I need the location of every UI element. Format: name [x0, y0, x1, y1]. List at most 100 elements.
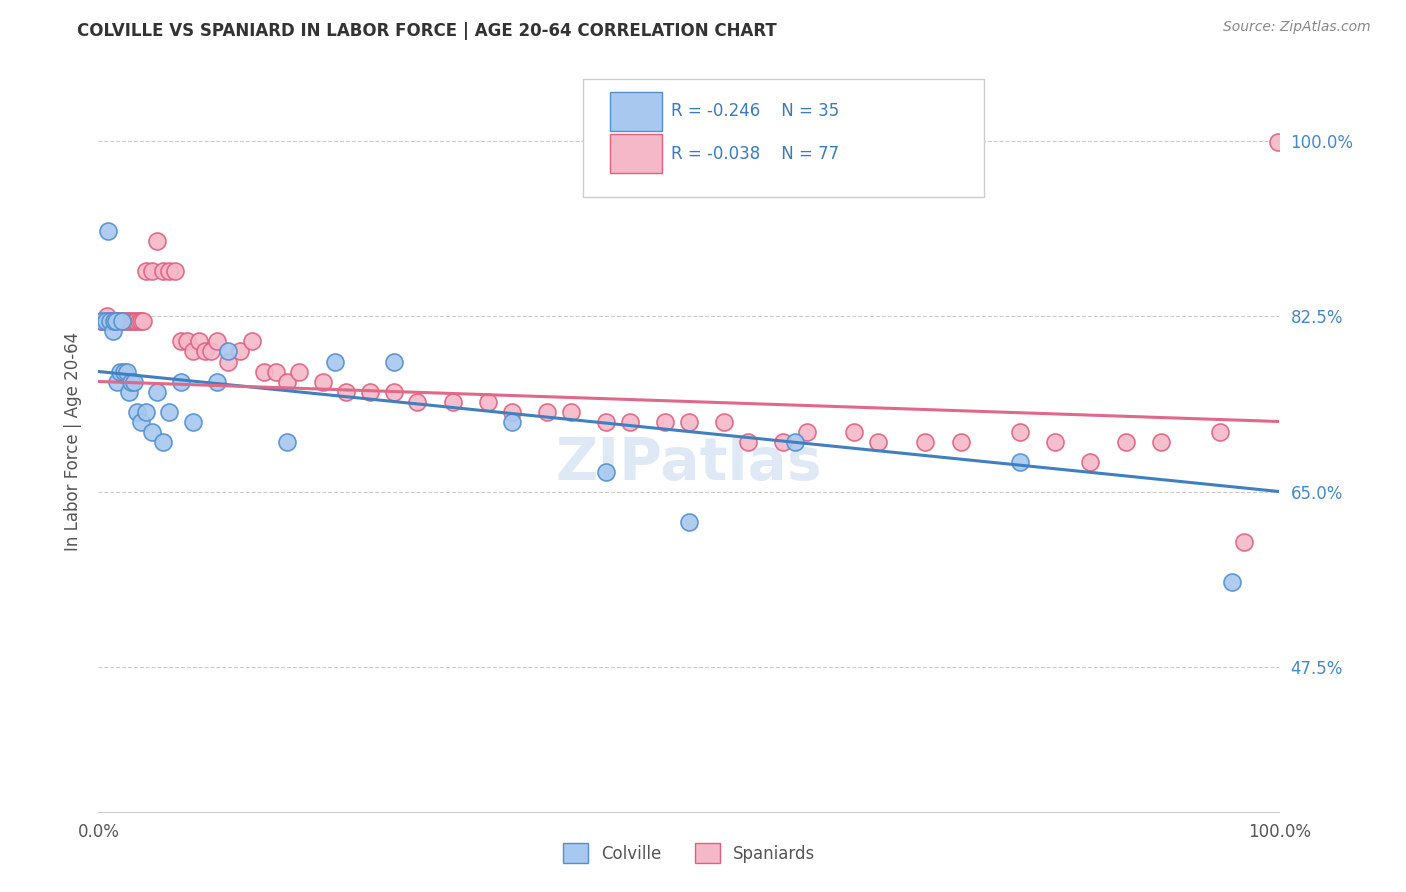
- Point: [170, 334, 193, 349]
- Point: [111, 314, 134, 328]
- Point: [132, 314, 155, 328]
- Point: [678, 415, 700, 429]
- Point: [129, 314, 152, 328]
- Point: [1080, 454, 1102, 468]
- Point: [359, 384, 381, 399]
- Point: [501, 415, 523, 429]
- Point: [194, 344, 217, 359]
- Point: [560, 404, 582, 418]
- Point: [112, 364, 135, 378]
- Point: [94, 314, 117, 328]
- Text: ZIPatlas: ZIPatlas: [555, 435, 823, 492]
- Point: [1267, 136, 1289, 150]
- Text: COLVILLE VS SPANIARD IN LABOR FORCE | AGE 20-64 CORRELATION CHART: COLVILLE VS SPANIARD IN LABOR FORCE | AG…: [77, 22, 778, 40]
- Point: [129, 415, 152, 429]
- Point: [122, 375, 145, 389]
- Point: [181, 344, 204, 359]
- Point: [217, 354, 239, 368]
- Point: [104, 314, 127, 328]
- Point: [866, 434, 889, 449]
- Point: [105, 314, 128, 328]
- Point: [122, 314, 145, 328]
- Point: [382, 354, 405, 368]
- Point: [91, 314, 114, 328]
- Point: [97, 224, 120, 238]
- Point: [146, 235, 169, 249]
- Point: [152, 264, 174, 278]
- Point: [91, 314, 114, 328]
- Point: [949, 434, 972, 449]
- Point: [737, 434, 759, 449]
- Point: [844, 425, 866, 439]
- Point: [181, 415, 204, 429]
- Point: [146, 384, 169, 399]
- Point: [105, 314, 128, 328]
- Text: R = -0.038    N = 77: R = -0.038 N = 77: [671, 145, 839, 162]
- Point: [253, 364, 276, 378]
- Point: [335, 384, 357, 399]
- Legend: Colville, Spaniards: Colville, Spaniards: [555, 837, 823, 870]
- Point: [1008, 454, 1031, 468]
- Point: [96, 310, 118, 324]
- Point: [1043, 434, 1066, 449]
- Point: [121, 375, 143, 389]
- FancyBboxPatch shape: [610, 92, 662, 130]
- Point: [288, 364, 311, 378]
- Point: [141, 425, 163, 439]
- Point: [406, 394, 429, 409]
- Point: [323, 354, 346, 368]
- Point: [205, 375, 228, 389]
- Point: [118, 384, 141, 399]
- Text: R = -0.246    N = 35: R = -0.246 N = 35: [671, 102, 839, 120]
- Point: [118, 314, 141, 328]
- Point: [97, 314, 120, 328]
- Point: [205, 334, 228, 349]
- Point: [157, 404, 180, 418]
- Point: [1008, 425, 1031, 439]
- Point: [1220, 574, 1243, 589]
- Point: [165, 264, 187, 278]
- Point: [90, 314, 112, 328]
- Point: [108, 314, 131, 328]
- Point: [101, 325, 124, 339]
- Point: [112, 314, 135, 328]
- Point: [1233, 534, 1256, 549]
- Point: [108, 364, 131, 378]
- Point: [796, 425, 818, 439]
- Point: [111, 314, 134, 328]
- Point: [115, 314, 138, 328]
- Point: [141, 264, 163, 278]
- Point: [152, 434, 174, 449]
- Point: [595, 465, 617, 479]
- Point: [98, 314, 121, 328]
- Point: [595, 415, 617, 429]
- Point: [135, 404, 157, 418]
- Point: [100, 314, 122, 328]
- Point: [654, 415, 676, 429]
- Y-axis label: In Labor Force | Age 20-64: In Labor Force | Age 20-64: [65, 332, 83, 551]
- Point: [276, 375, 298, 389]
- FancyBboxPatch shape: [610, 135, 662, 173]
- Point: [785, 434, 807, 449]
- Point: [176, 334, 198, 349]
- Point: [276, 434, 298, 449]
- Point: [229, 344, 252, 359]
- Point: [382, 384, 405, 399]
- Point: [128, 314, 150, 328]
- Point: [110, 314, 132, 328]
- Point: [713, 415, 735, 429]
- Point: [1115, 434, 1137, 449]
- Point: [115, 364, 138, 378]
- Point: [536, 404, 558, 418]
- Point: [170, 375, 193, 389]
- Point: [619, 415, 641, 429]
- Point: [678, 515, 700, 529]
- Point: [477, 394, 499, 409]
- Point: [312, 375, 335, 389]
- Point: [103, 314, 125, 328]
- Point: [105, 375, 128, 389]
- Point: [772, 434, 794, 449]
- Point: [1150, 434, 1173, 449]
- Point: [914, 434, 936, 449]
- Point: [187, 334, 209, 349]
